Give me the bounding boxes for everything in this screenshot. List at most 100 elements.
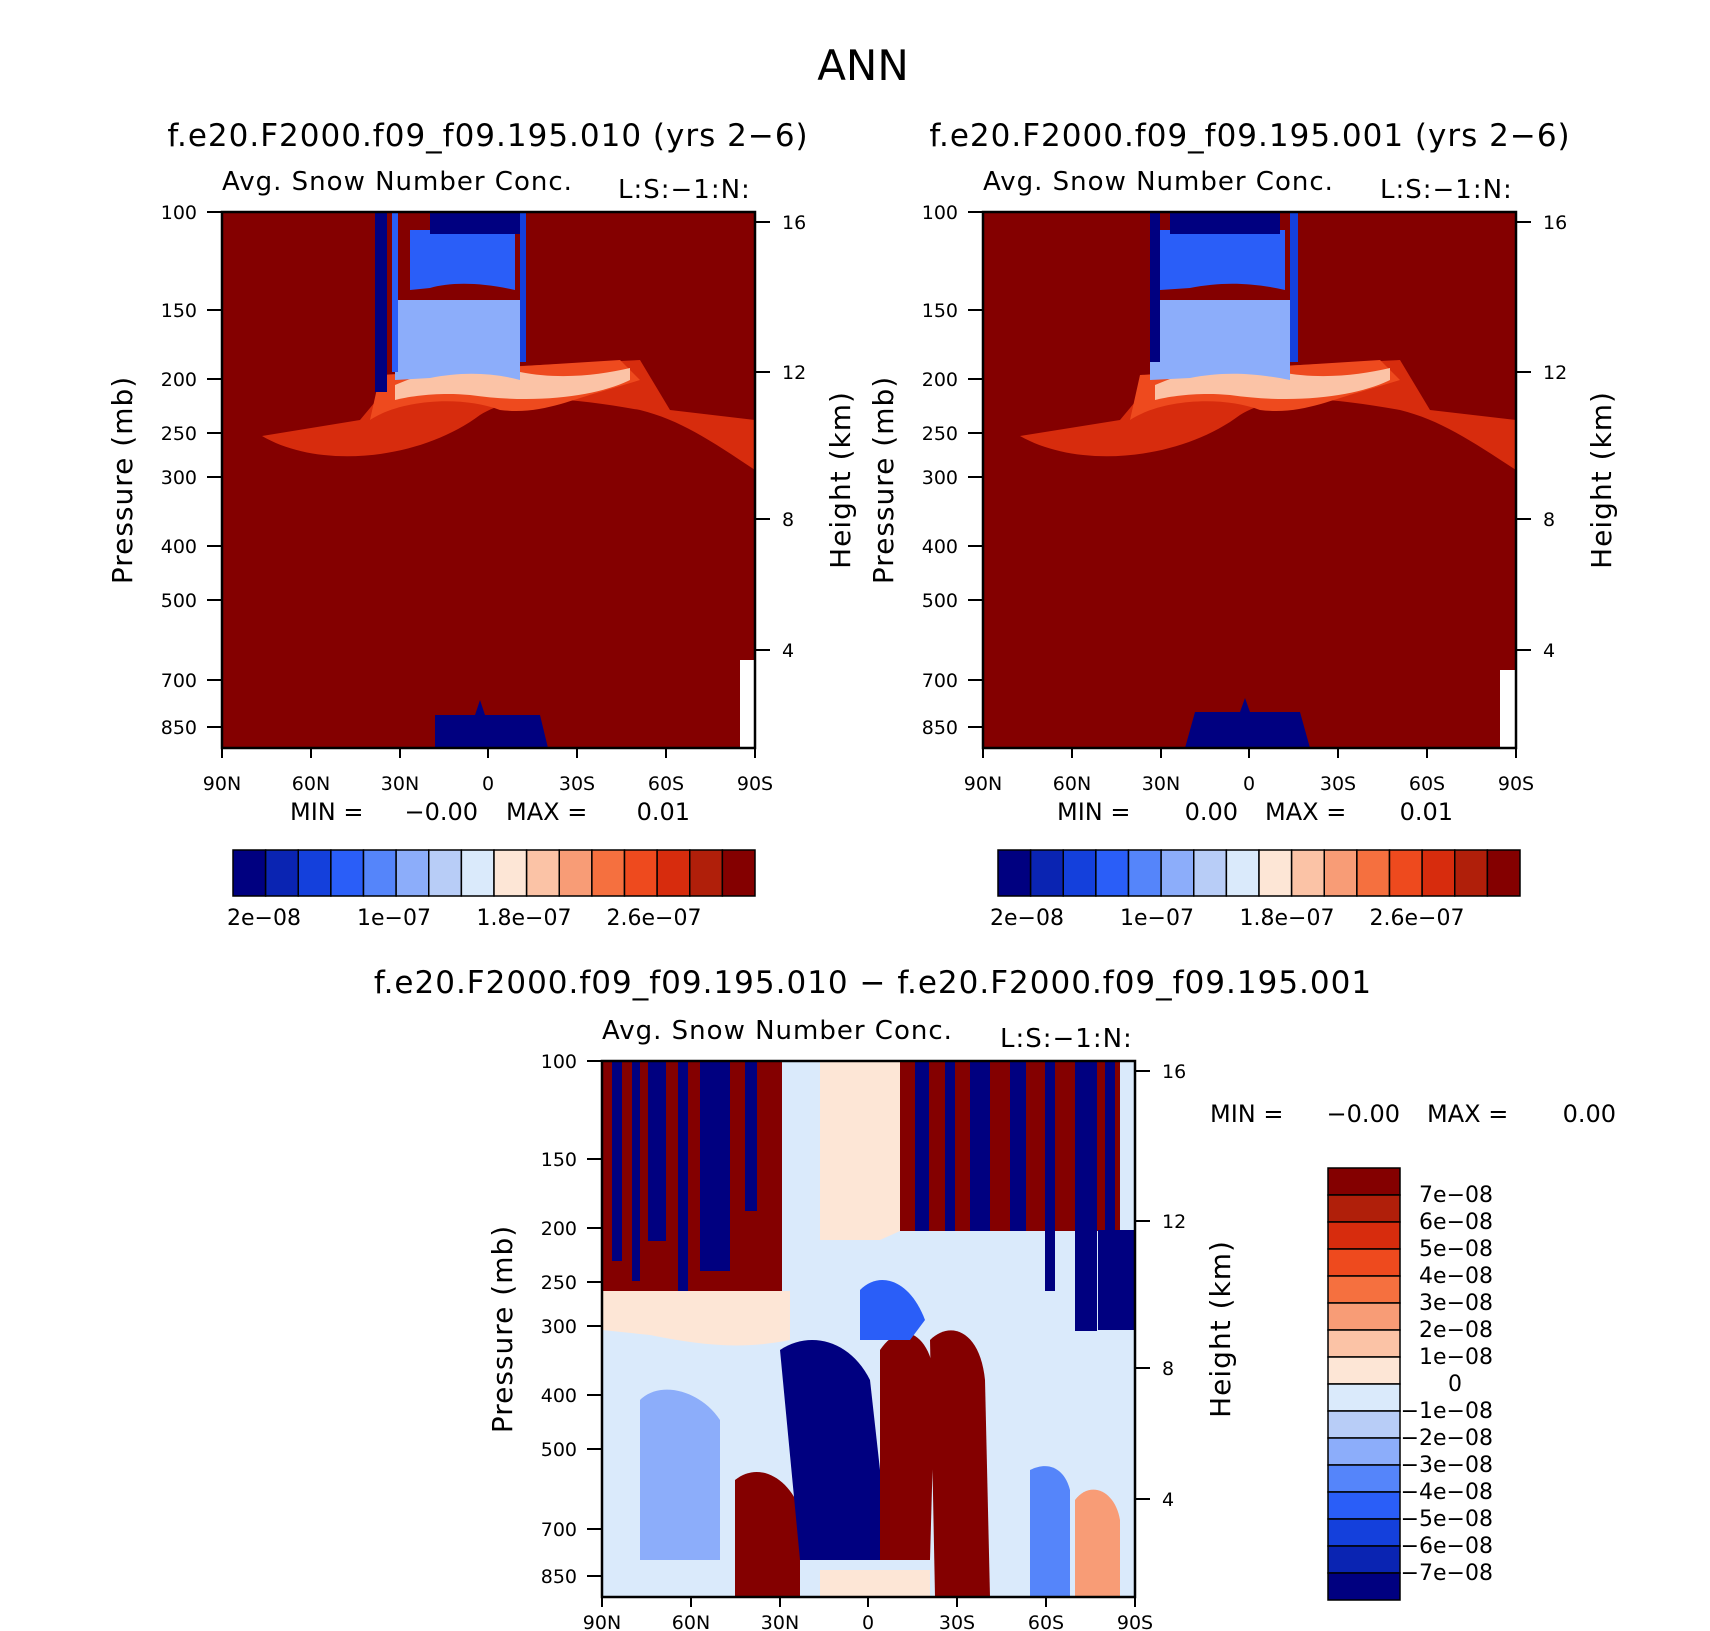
pole-edge — [1500, 670, 1516, 748]
panel-a-subtitle: Avg. Snow Number Conc. — [222, 167, 573, 197]
colorbar-swatch — [1421, 849, 1456, 897]
streak-1 — [375, 212, 387, 392]
colorbar-swatch — [1323, 849, 1358, 897]
x-tick-label: 60N — [292, 773, 330, 795]
y-tick-label: 200 — [161, 369, 197, 391]
figure-title: ANN — [817, 41, 909, 90]
x-tick-label: 90N — [203, 773, 241, 795]
colorbar-swatch — [1327, 1410, 1401, 1439]
colorbar-label: 3e−08 — [1419, 1291, 1493, 1316]
colorbar-swatch — [1327, 1167, 1401, 1196]
upper-neutral-mid — [820, 1061, 900, 1240]
colorbar-swatch — [1258, 849, 1293, 897]
colorbar-label: 2.6e−07 — [1370, 906, 1465, 931]
upper-ice-band — [262, 360, 755, 470]
colorbar-swatch — [1160, 849, 1195, 897]
colorbar-label: −7e−08 — [1401, 1561, 1493, 1586]
panel-b: f.e20.F2000.f09_f09.195.001 (yrs 2−6) Av… — [867, 118, 1618, 931]
panel-a-ylabel-right: Height (km) — [824, 391, 857, 569]
colorbar-swatch — [1062, 849, 1097, 897]
panel-c-title: f.e20.F2000.f09_f09.195.010 − f.e20.F200… — [374, 965, 1372, 1001]
y-tick-label: 400 — [161, 536, 197, 558]
colorbar-label: 2e−08 — [990, 906, 1064, 931]
colorbar-swatch — [1327, 1275, 1401, 1304]
x-tick-label: 90S — [737, 773, 773, 795]
colorbar-swatch — [297, 849, 332, 897]
panel-c-subtitle: Avg. Snow Number Conc. — [602, 1016, 953, 1046]
panel-c-yticks — [587, 1060, 602, 1577]
colorbar-swatch — [1327, 1437, 1401, 1466]
panel-b-ylabel: Pressure (mb) — [867, 376, 900, 584]
panel-c-max-value: 0.00 — [1563, 1100, 1616, 1128]
colorbar-swatch — [1225, 849, 1260, 897]
panel-b-title: f.e20.F2000.f09_f09.195.001 (yrs 2−6) — [929, 118, 1570, 154]
panel-b-subtitle: Avg. Snow Number Conc. — [983, 167, 1334, 197]
y-tick-label: 700 — [161, 670, 197, 692]
panel-a-ytick-labels: 100 150 200 250 300 400 500 700 850 — [161, 202, 197, 739]
panel-c-max-label: MAX = — [1427, 1100, 1508, 1128]
y-tick-label: 150 — [161, 300, 197, 322]
streak-2 — [1290, 212, 1298, 362]
colorbar-label: 2e−08 — [227, 906, 301, 931]
y-tick-label: 250 — [161, 423, 197, 445]
x-tick-label: 0 — [1243, 773, 1255, 795]
colorbar-swatch — [428, 849, 463, 897]
panel-c-ryticks — [1135, 1070, 1150, 1500]
colorbar-label: 5e−08 — [1419, 1237, 1493, 1262]
colorbar-label: 1.8e−07 — [477, 906, 572, 931]
y-tick-label: 700 — [922, 670, 958, 692]
panel-c-min-label: MIN = — [1210, 1100, 1283, 1128]
colorbar-swatch — [656, 849, 691, 897]
y-tick-label: 200 — [922, 369, 958, 391]
right-tick-label: 4 — [1543, 640, 1555, 662]
right-tick-label: 16 — [782, 212, 806, 234]
red-core — [880, 1333, 935, 1560]
colorbar-label: 2.6e−07 — [607, 906, 702, 931]
panel-c-xticks — [601, 1597, 1136, 1607]
y-tick-label: 300 — [161, 467, 197, 489]
panel-a-xticks — [221, 748, 756, 758]
panel-a-title: f.e20.F2000.f09_f09.195.010 (yrs 2−6) — [167, 118, 808, 154]
y-tick-label: 400 — [922, 536, 958, 558]
y-tick-label: 500 — [161, 590, 197, 612]
panel-a-max-label: MAX = — [506, 798, 587, 826]
upper-streaks-south — [915, 1061, 1115, 1331]
y-tick-label: 850 — [161, 717, 197, 739]
y-tick-label: 150 — [922, 300, 958, 322]
tropopause-blue — [395, 300, 520, 380]
colorbar-swatch — [1327, 1491, 1401, 1520]
panel-c-subtitle-right: L:S:−1:N: — [1000, 1024, 1133, 1054]
x-tick-label: 90S — [1117, 1612, 1153, 1631]
colorbar-swatch — [1327, 1194, 1401, 1223]
field-background — [983, 212, 1516, 748]
colorbar-swatch — [1327, 1302, 1401, 1331]
tropopause-deep — [1160, 230, 1285, 290]
x-tick-label: 30S — [1320, 773, 1356, 795]
x-tick-label: 0 — [482, 773, 494, 795]
x-tick-label: 30S — [939, 1612, 975, 1631]
y-tick-label: 250 — [541, 1272, 577, 1294]
colorbar-swatch — [1327, 1518, 1401, 1547]
colorbar-swatch — [1095, 849, 1130, 897]
panel-a-max-value: 0.01 — [637, 798, 690, 826]
colorbar-swatch — [1327, 1248, 1401, 1277]
colorbar-swatch — [1193, 849, 1228, 897]
colorbar-swatch — [1327, 1464, 1401, 1493]
panel-a-subtitle-right: L:S:−1:N: — [618, 175, 751, 205]
x-tick-label: 90N — [964, 773, 1002, 795]
streak-2 — [392, 212, 398, 372]
x-tick-label: 60N — [1053, 773, 1091, 795]
upper-pole-band — [1098, 1230, 1135, 1330]
colorbar-swatch — [721, 849, 756, 897]
y-tick-label: 100 — [541, 1051, 577, 1073]
y-tick-label: 300 — [541, 1316, 577, 1338]
panel-c-colorbar-labels: 7e−08 6e−08 5e−08 4e−08 3e−08 2e−08 1e−0… — [1401, 1183, 1493, 1586]
colorbar-swatch — [264, 849, 299, 897]
panel-a-colorbar — [232, 849, 756, 897]
mid-blue-south — [860, 1280, 925, 1340]
y-tick-label: 500 — [922, 590, 958, 612]
colorbar-label: 4e−08 — [1419, 1264, 1493, 1289]
x-tick-label: 30S — [559, 773, 595, 795]
panel-a-colorbar-labels: 2e−08 1e−07 1.8e−07 2.6e−07 — [227, 906, 701, 931]
